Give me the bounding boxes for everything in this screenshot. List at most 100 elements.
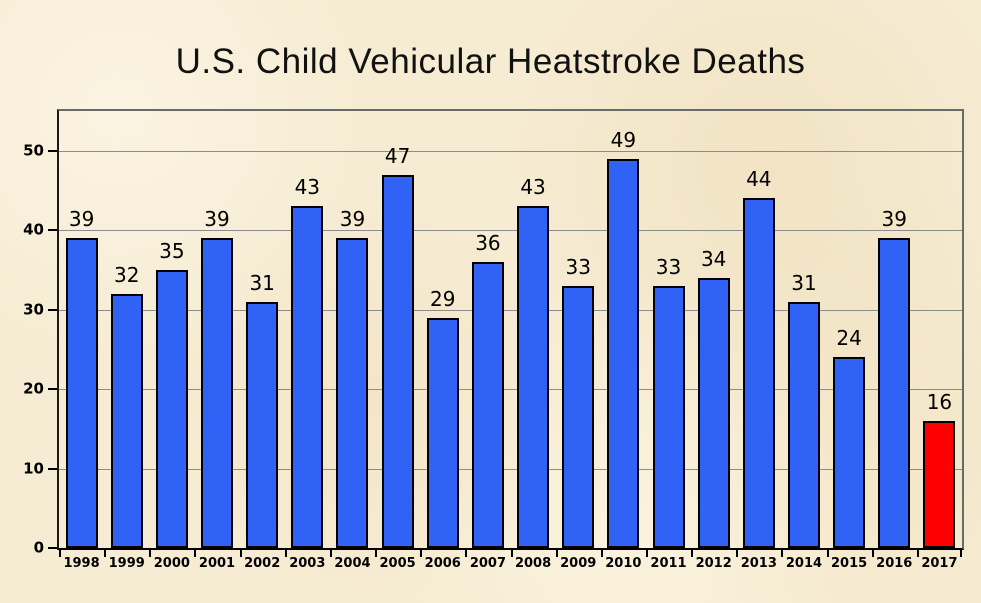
- value-label-2001: 39: [204, 207, 230, 231]
- bar-2010: [607, 159, 640, 548]
- y-axis-tick-20: [48, 388, 57, 391]
- bar-2011: [652, 286, 685, 548]
- y-axis-tick-0: [48, 547, 57, 549]
- y-axis-label-0: 0: [33, 538, 44, 557]
- value-label-2017: 16: [926, 390, 953, 414]
- value-label-2011: 33: [655, 255, 682, 279]
- chart-title: U.S. Child Vehicular Heatstroke Deaths: [175, 42, 806, 81]
- y-axis-tick-40: [48, 229, 57, 232]
- plot-area: 0 10 20 30 40 50 39 1998 32 1999 35 2000 39 2001 31 200…: [23, 109, 964, 570]
- x-axis-label-1999: 1999: [108, 556, 145, 571]
- x-axis-tick-5: [285, 550, 287, 557]
- bar-2001: [201, 238, 234, 548]
- value-label-2013: 44: [746, 167, 772, 191]
- value-label-1998: 39: [68, 207, 95, 231]
- x-axis-label-2008: 2008: [514, 556, 552, 571]
- bar-2005: [381, 175, 414, 548]
- bar-2003: [291, 206, 324, 548]
- bar-2013: [742, 198, 775, 548]
- gridline-y50: [59, 150, 962, 152]
- x-axis-label-2012: 2012: [695, 556, 732, 571]
- bar-1998: [65, 238, 98, 548]
- x-axis-label-2013: 2013: [740, 556, 777, 571]
- bar-1999: [110, 294, 143, 548]
- x-axis-label-2000: 2000: [153, 556, 190, 571]
- x-axis-tick-14: [691, 550, 693, 557]
- x-axis-label-2017: 2017: [921, 556, 958, 571]
- bar-2014: [787, 302, 820, 548]
- x-axis-label-2002: 2002: [244, 556, 281, 571]
- value-label-2016: 39: [881, 207, 907, 231]
- value-label-2005: 47: [384, 144, 411, 168]
- bar-2012: [697, 278, 730, 548]
- x-axis-label-2004: 2004: [334, 556, 371, 571]
- x-axis-tick-3: [194, 550, 196, 557]
- bar-2004: [336, 238, 369, 548]
- value-label-2008: 43: [520, 175, 546, 199]
- x-axis-tick-9: [465, 550, 467, 557]
- x-axis-label-1998: 1998: [63, 556, 100, 571]
- y-axis-label-10: 10: [23, 459, 44, 478]
- value-label-2006: 29: [430, 287, 456, 311]
- value-label-2003: 43: [294, 175, 321, 199]
- x-axis-label-2009: 2009: [560, 556, 597, 571]
- x-axis-label-2003: 2003: [289, 556, 326, 571]
- x-axis-tick-4: [240, 550, 242, 557]
- x-axis-label-2014: 2014: [785, 556, 823, 571]
- x-axis-label-2016: 2016: [876, 556, 913, 571]
- x-axis-tick-11: [556, 550, 558, 557]
- x-axis-tick-10: [511, 550, 513, 557]
- gridline-y10: [59, 468, 962, 470]
- y-axis-label-20: 20: [23, 379, 44, 398]
- bar-2015: [833, 357, 866, 548]
- value-label-2000: 35: [159, 239, 185, 263]
- y-axis-tick-50: [48, 149, 57, 152]
- x-axis-label-2005: 2005: [379, 556, 416, 571]
- x-axis-tick-17: [827, 550, 829, 557]
- x-axis-label-2010: 2010: [605, 556, 642, 571]
- x-axis-tick-7: [375, 550, 377, 557]
- bar-2006: [426, 318, 459, 548]
- gridline-y30: [59, 309, 962, 311]
- x-axis-label-2011: 2011: [650, 556, 687, 571]
- x-axis-tick-0: [59, 550, 61, 557]
- x-axis-tick-12: [601, 550, 603, 557]
- gridline-y40: [59, 230, 962, 232]
- bar-2000: [155, 270, 188, 548]
- value-label-2012: 34: [700, 247, 727, 271]
- x-axis-label-2007: 2007: [469, 556, 506, 571]
- x-axis-tick-18: [872, 550, 874, 557]
- bar-2016: [878, 238, 911, 548]
- x-axis-tick-15: [736, 550, 738, 557]
- value-label-2004: 39: [339, 207, 366, 231]
- bar-2017: [923, 421, 956, 548]
- value-label-2015: 24: [836, 326, 862, 350]
- bar-2002: [246, 302, 279, 548]
- value-label-1999: 32: [113, 263, 140, 287]
- x-axis-tick-1: [104, 550, 106, 557]
- value-label-2009: 33: [565, 255, 591, 279]
- value-label-2010: 49: [610, 128, 637, 152]
- value-label-2014: 31: [791, 271, 817, 295]
- y-axis-label-40: 40: [23, 220, 44, 239]
- x-axis-label-2015: 2015: [831, 556, 868, 571]
- bar-2008: [517, 206, 550, 548]
- x-axis-tick-19: [917, 550, 919, 557]
- x-axis-label-2006: 2006: [424, 556, 461, 571]
- y-axis-tick-30: [48, 308, 57, 311]
- x-axis-tick-13: [646, 550, 648, 557]
- x-axis-tick-2: [149, 550, 151, 557]
- x-axis-label-2001: 2001: [198, 556, 236, 571]
- x-axis-tick-6: [330, 550, 332, 557]
- bar-2009: [562, 286, 595, 548]
- y-axis-tick-10: [48, 467, 57, 470]
- x-axis-tick-16: [781, 550, 783, 557]
- x-axis-tick-8: [420, 550, 422, 557]
- bar-2007: [471, 262, 504, 548]
- value-label-2007: 36: [475, 231, 501, 255]
- y-axis-label-50: 50: [23, 141, 44, 160]
- y-axis-label-30: 30: [23, 300, 44, 319]
- value-label-2002: 31: [249, 271, 275, 295]
- gridline-y20: [59, 389, 962, 391]
